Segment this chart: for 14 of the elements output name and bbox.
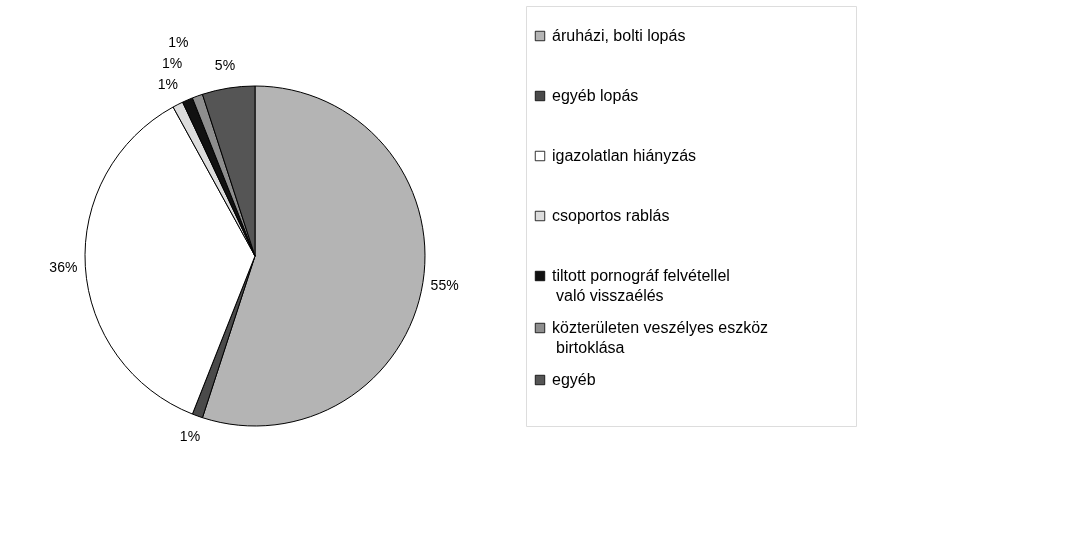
- data-label: 1%: [161, 55, 183, 72]
- data-label: 55%: [430, 277, 459, 294]
- legend-label: csoportos rablás: [552, 207, 670, 224]
- legend-label: egyéb lopás: [552, 87, 639, 104]
- legend-label: tiltott pornográf felvétellel való visszaélés: [552, 267, 730, 304]
- data-label: 1%: [179, 427, 201, 444]
- legend-label: egyéb: [552, 371, 596, 388]
- data-label: 36%: [49, 259, 78, 276]
- data-label: 5%: [214, 57, 236, 74]
- legend-label: közterületen veszélyes eszköz birtoklása: [552, 319, 769, 356]
- legend-label: áruházi, bolti lopás: [552, 27, 686, 44]
- legend-label: igazolatlan hiányzás: [552, 147, 697, 164]
- data-label: 1%: [168, 34, 189, 51]
- data-label: 1%: [157, 75, 178, 92]
